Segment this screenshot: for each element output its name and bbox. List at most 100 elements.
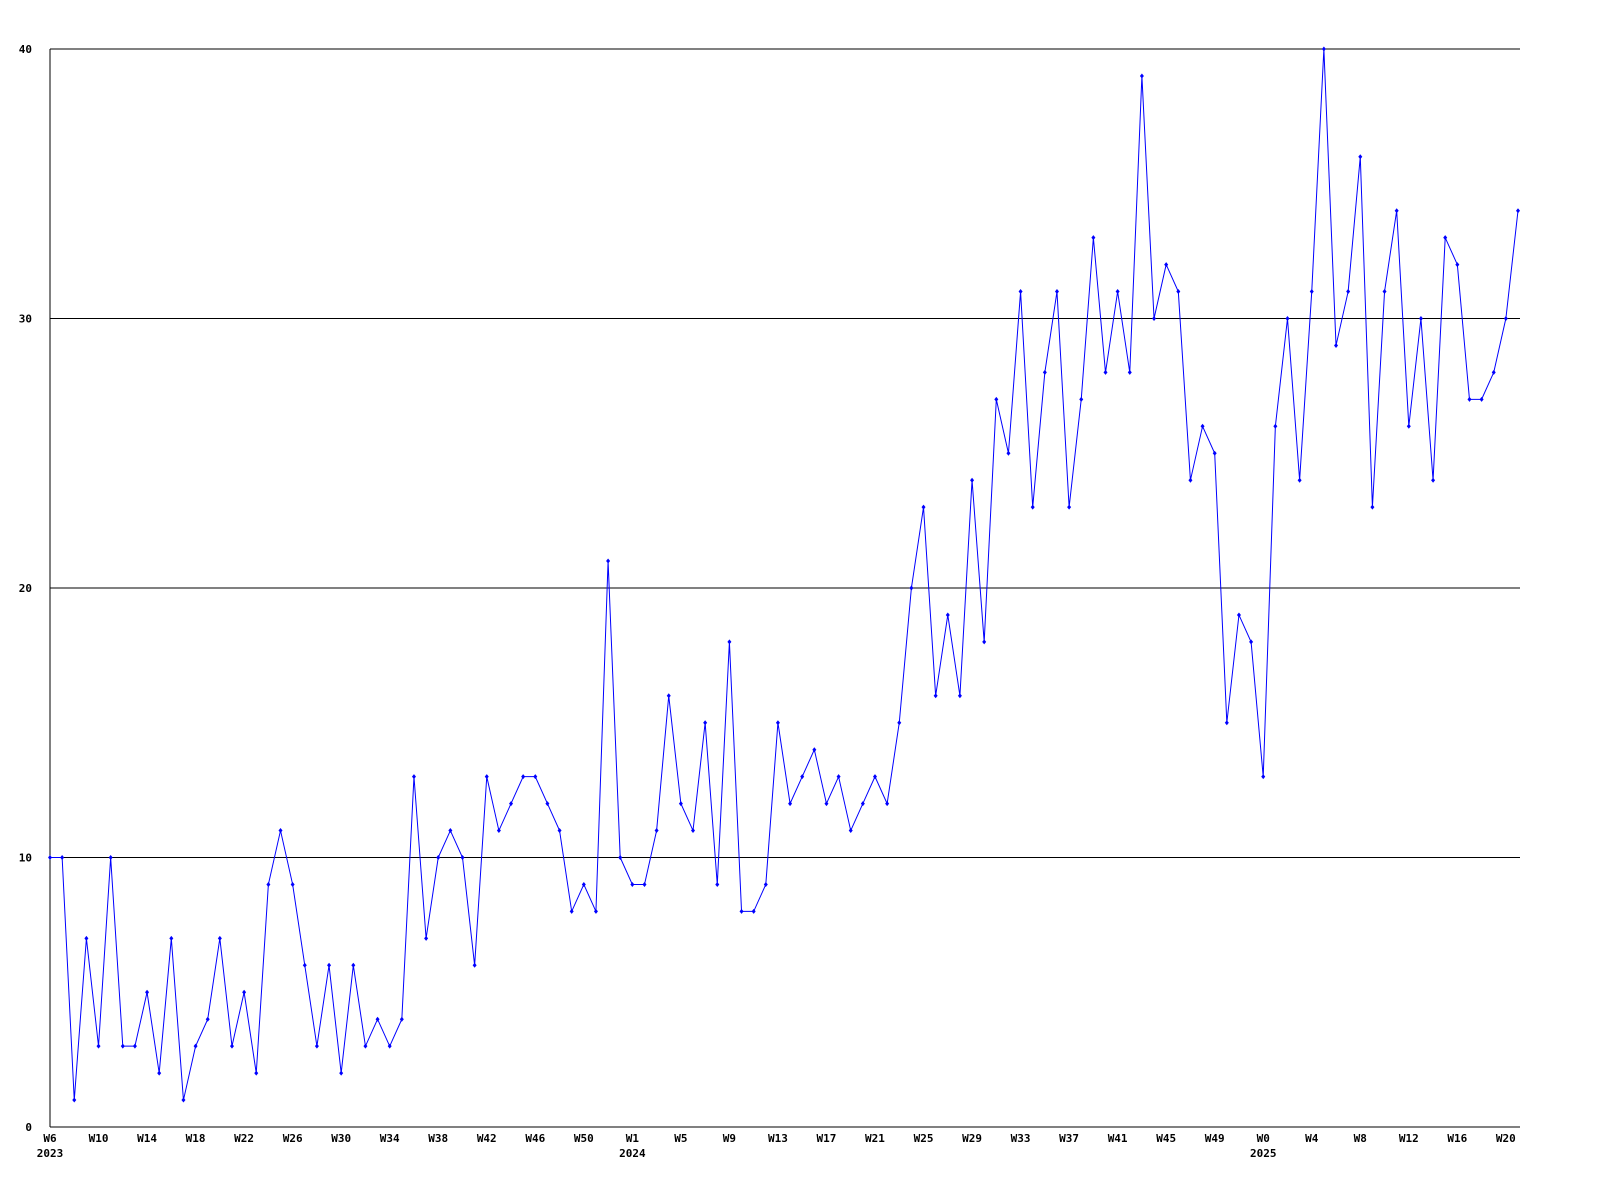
point-marker	[1382, 289, 1387, 295]
point-marker	[1516, 208, 1520, 214]
point-marker	[1479, 396, 1484, 402]
point-marker	[800, 774, 805, 780]
x-tick-label: W4	[1305, 1132, 1319, 1145]
point-marker	[108, 855, 113, 860]
x-tick-label: W0	[1257, 1132, 1270, 1145]
point-marker	[387, 1043, 392, 1049]
point-marker	[606, 558, 611, 564]
x-tick-label: W49	[1205, 1132, 1225, 1145]
y-tick-label: 30	[19, 313, 32, 326]
point-marker	[278, 828, 283, 834]
year-label: 2024	[619, 1147, 646, 1160]
point-marker	[836, 774, 841, 780]
point-marker	[169, 935, 174, 941]
x-tick-label: W34	[380, 1132, 400, 1145]
x-tick-label: W18	[186, 1132, 206, 1145]
point-marker	[60, 855, 65, 860]
point-marker	[678, 801, 683, 807]
point-marker	[994, 396, 999, 402]
point-marker	[1455, 262, 1460, 268]
x-tick-label: W25	[914, 1132, 934, 1145]
point-marker	[545, 801, 550, 807]
point-marker	[1285, 316, 1290, 321]
x-tick-label: W5	[674, 1132, 687, 1145]
point-marker	[557, 828, 562, 834]
x-tick-label: W29	[962, 1132, 982, 1145]
point-marker	[1164, 262, 1169, 268]
point-marker	[824, 801, 829, 807]
x-tick-label: W33	[1011, 1132, 1031, 1145]
point-marker	[1370, 504, 1375, 510]
point-marker	[1249, 639, 1254, 645]
point-marker	[1079, 396, 1084, 402]
point-marker	[351, 962, 356, 968]
point-marker	[654, 828, 659, 834]
point-marker	[411, 774, 416, 780]
point-marker	[484, 774, 489, 780]
point-marker	[1261, 774, 1266, 780]
y-tick-label: 0	[25, 1121, 32, 1134]
x-tick-label: W14	[137, 1132, 157, 1145]
point-marker	[751, 908, 756, 914]
point-marker	[509, 801, 514, 807]
point-marker	[715, 881, 720, 887]
x-tick-label: W37	[1059, 1132, 1079, 1145]
y-tick-label: 20	[19, 582, 32, 595]
point-marker	[424, 935, 429, 941]
point-marker	[1297, 477, 1302, 483]
point-marker	[72, 1097, 77, 1103]
point-marker	[1006, 450, 1011, 456]
point-marker	[48, 855, 52, 860]
point-marker	[132, 1043, 137, 1049]
point-marker	[254, 1070, 259, 1076]
point-marker	[970, 477, 975, 483]
point-marker	[1139, 73, 1144, 79]
point-marker	[763, 881, 768, 887]
x-tick-label: W22	[234, 1132, 254, 1145]
point-marker	[885, 801, 890, 807]
point-marker	[460, 855, 465, 860]
x-tick-label: W12	[1399, 1132, 1419, 1145]
point-marker	[727, 639, 732, 645]
point-marker	[1236, 612, 1241, 618]
point-marker	[1491, 369, 1496, 375]
year-label: 2025	[1250, 1147, 1277, 1160]
point-marker	[945, 612, 950, 618]
x-tick-label: W16	[1447, 1132, 1467, 1145]
point-marker	[1443, 235, 1448, 241]
series-line	[50, 48, 1519, 1101]
point-marker	[205, 1016, 210, 1022]
x-tick-label: W1	[626, 1132, 640, 1145]
x-tick-label: W13	[768, 1132, 788, 1145]
point-marker	[1321, 46, 1326, 52]
x-tick-label: W21	[865, 1132, 885, 1145]
point-marker	[739, 908, 744, 914]
x-tick-label: W30	[331, 1132, 351, 1145]
point-marker	[1503, 316, 1508, 321]
point-marker	[788, 801, 793, 807]
point-marker	[775, 720, 780, 726]
point-marker	[812, 747, 817, 753]
point-marker	[472, 962, 477, 968]
point-marker	[533, 774, 538, 780]
point-marker	[157, 1070, 162, 1076]
point-marker	[363, 1043, 368, 1049]
x-tick-label: W41	[1108, 1132, 1128, 1145]
point-marker	[666, 693, 671, 699]
x-tick-label: W26	[283, 1132, 303, 1145]
y-tick-label: 10	[19, 852, 32, 865]
point-marker	[642, 881, 647, 887]
x-tick-label: W10	[89, 1132, 109, 1145]
point-marker	[1176, 289, 1181, 295]
point-marker	[1115, 289, 1120, 295]
point-marker	[1406, 423, 1411, 429]
point-marker	[1067, 504, 1072, 510]
point-marker	[1127, 369, 1132, 375]
point-marker	[1091, 235, 1096, 241]
point-marker	[581, 881, 586, 887]
point-marker	[229, 1043, 234, 1049]
point-marker	[1042, 369, 1047, 375]
x-tick-label: W50	[574, 1132, 594, 1145]
point-marker	[375, 1016, 380, 1022]
point-marker	[1467, 396, 1472, 402]
